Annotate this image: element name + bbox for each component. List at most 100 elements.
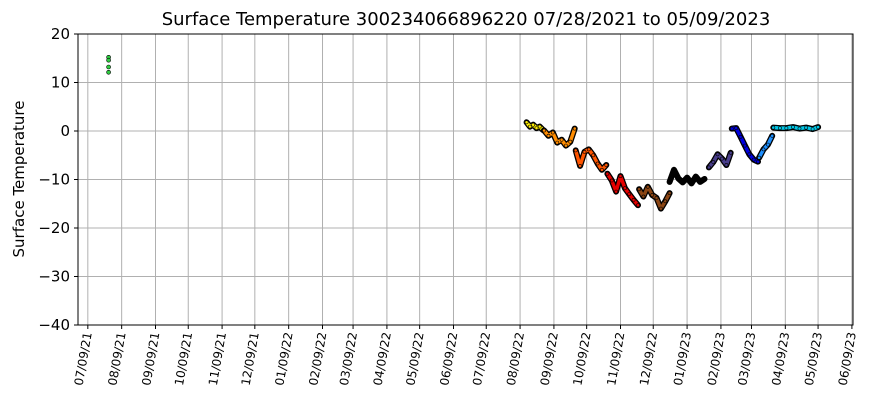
data-point <box>568 139 573 144</box>
data-point <box>534 126 539 131</box>
data-point <box>595 161 600 166</box>
data-series <box>541 125 578 149</box>
data-point <box>757 155 762 160</box>
y-tick-label: −10 <box>38 171 70 189</box>
data-point <box>559 137 564 142</box>
data-point <box>106 70 111 75</box>
x-tick-label: 05/09/22 <box>403 331 426 387</box>
data-point <box>728 150 733 155</box>
data-point <box>609 178 614 183</box>
data-point <box>711 160 716 164</box>
data-point <box>702 177 707 181</box>
data-point <box>743 143 747 148</box>
data-point <box>631 197 636 202</box>
data-layer <box>106 54 822 212</box>
data-point <box>804 125 809 130</box>
data-point <box>707 165 711 170</box>
data-point <box>685 175 690 180</box>
data-point <box>791 125 795 130</box>
data-point <box>654 195 659 200</box>
data-point <box>770 133 775 138</box>
x-tick-label: 10/09/21 <box>172 331 195 387</box>
data-point <box>784 126 789 131</box>
y-axis: 20 10 0 −10 −20 −30 −40 <box>38 25 78 334</box>
data-point <box>689 181 694 186</box>
data-point <box>555 140 560 145</box>
x-tick-label: 08/09/22 <box>504 331 527 387</box>
data-point <box>614 189 619 194</box>
data-point <box>586 147 591 152</box>
x-tick-label: 07/09/22 <box>470 331 493 387</box>
data-series <box>523 119 546 133</box>
data-point <box>676 176 681 181</box>
x-tick-label: 06/09/23 <box>836 331 859 387</box>
grid <box>78 33 853 326</box>
x-tick-label: 11/09/22 <box>604 331 627 387</box>
y-tick-label: −40 <box>38 316 70 334</box>
x-tick-label: 10/09/22 <box>570 331 593 387</box>
x-tick-label: 07/09/21 <box>72 331 95 387</box>
data-point <box>734 126 739 131</box>
data-series <box>728 125 761 165</box>
data-point <box>766 142 770 147</box>
data-point <box>636 203 640 208</box>
y-axis-label: Surface Temperature <box>10 101 28 258</box>
data-point <box>106 57 111 63</box>
data-point <box>537 124 542 129</box>
data-point <box>605 171 610 176</box>
chart-title: Surface Temperature 300234066896220 07/2… <box>162 9 771 30</box>
series-line <box>757 134 774 160</box>
data-point <box>738 134 743 139</box>
data-series <box>770 124 822 133</box>
x-tick-label: 03/09/23 <box>735 331 758 387</box>
data-point <box>524 120 529 125</box>
data-point <box>715 152 720 157</box>
y-tick-label: 0 <box>60 122 70 140</box>
x-tick-label: 05/09/23 <box>802 331 825 387</box>
data-point <box>578 163 583 168</box>
data-point <box>650 193 655 197</box>
data-point <box>724 163 729 167</box>
data-series <box>572 146 610 173</box>
data-point <box>528 124 532 129</box>
x-tick-label: 02/09/23 <box>705 331 728 387</box>
data-point <box>546 133 551 138</box>
data-point <box>778 126 782 131</box>
x-tick-label: 04/09/23 <box>769 331 792 387</box>
data-point <box>572 126 577 131</box>
data-point <box>797 126 802 131</box>
data-series <box>756 132 776 161</box>
data-point <box>751 157 756 162</box>
data-series <box>636 183 673 212</box>
data-point <box>810 127 815 132</box>
data-point <box>761 147 766 152</box>
data-point <box>698 179 703 184</box>
data-point <box>729 126 734 131</box>
data-point <box>591 153 596 158</box>
data-point <box>771 125 776 130</box>
data-point <box>542 128 547 133</box>
data-point <box>720 156 724 161</box>
data-point <box>659 206 663 211</box>
x-tick-label: 06/09/22 <box>437 331 460 387</box>
data-point <box>667 179 672 184</box>
data-point <box>600 167 604 172</box>
x-axis: 07/09/21 08/09/21 09/09/21 10/09/21 11/09/21… <box>72 325 859 387</box>
y-tick-label: 10 <box>51 74 70 92</box>
x-tick-label: 01/09/23 <box>671 331 694 387</box>
data-point <box>106 64 111 70</box>
data-point <box>693 174 698 179</box>
y-tick-label: 20 <box>51 25 70 43</box>
data-point <box>663 199 668 204</box>
x-tick-label: 12/09/21 <box>239 331 262 387</box>
x-tick-label: 04/09/22 <box>371 331 394 387</box>
x-tick-label: 08/09/21 <box>105 331 128 387</box>
data-point <box>531 122 536 127</box>
data-point <box>604 163 609 167</box>
data-point <box>667 191 672 196</box>
x-tick-label: 03/09/22 <box>337 331 360 387</box>
data-series <box>705 149 734 171</box>
x-tick-label: 02/09/22 <box>306 331 329 387</box>
data-point <box>637 187 642 192</box>
